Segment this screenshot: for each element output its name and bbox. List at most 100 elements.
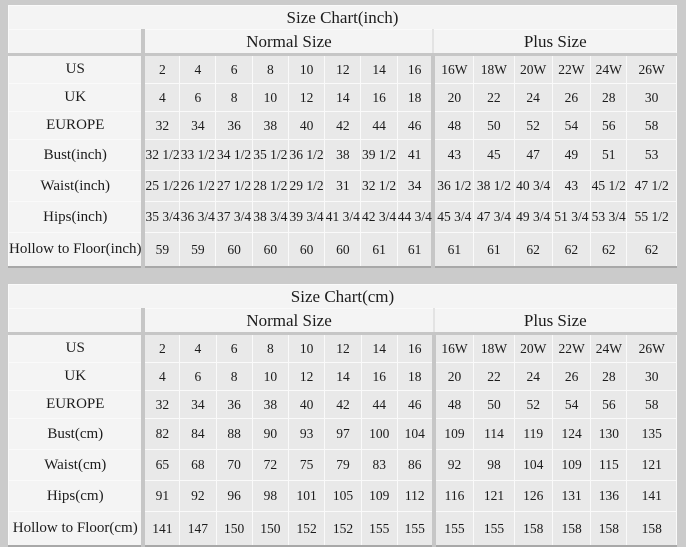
size-cell: 147 (179, 511, 217, 547)
size-cell: 61 (396, 232, 434, 268)
size-row: US 2 4 6 8 10 12 14 16 16W 18W 20W 22W 24W 26W (8, 332, 677, 363)
size-cell: 22W (551, 332, 592, 363)
size-row: Waist(cm) 65 68 70 72 75 79 83 86 92 98 104 109 115 12… (8, 449, 677, 481)
size-cell: 16 (396, 53, 434, 84)
table-title: Size Chart(cm) (8, 284, 677, 309)
size-cell: 61 (473, 232, 515, 268)
size-cell: 46 (396, 111, 434, 140)
size-cell: 51 3/4 (551, 201, 592, 233)
corner-cell (8, 308, 144, 334)
size-cell: 130 (590, 418, 628, 450)
size-cell: 119 (513, 418, 553, 450)
corner-cell (8, 29, 144, 55)
size-row: Bust(inch) 32 1/2 33 1/2 34 1/2 35 1/2 36 1/2… (8, 139, 677, 171)
row-label: Hips(cm) (8, 480, 144, 512)
size-cell: 48 (431, 111, 475, 140)
size-cell: 61 (431, 232, 475, 268)
size-cell: 36 3/4 (179, 201, 217, 233)
size-cell: 35 3/4 (141, 201, 181, 233)
size-cell: 158 (590, 511, 628, 547)
size-cell: 84 (179, 418, 217, 450)
size-cell: 40 3/4 (513, 170, 553, 202)
size-cell: 18 (396, 83, 434, 112)
row-label: EUROPE (8, 390, 144, 419)
size-cell: 18W (473, 332, 515, 363)
size-cell: 36 1/2 (431, 170, 475, 202)
size-cell: 6 (215, 332, 253, 363)
size-cell: 26 (551, 83, 592, 112)
size-cell: 10 (251, 83, 289, 112)
size-cell: 26W (626, 332, 677, 363)
size-cell: 6 (215, 53, 253, 84)
size-cell: 34 1/2 (215, 139, 253, 171)
size-cell: 53 (626, 139, 677, 171)
size-cell: 58 (626, 390, 677, 419)
size-cell: 65 (141, 449, 181, 481)
row-label: Waist(cm) (8, 449, 144, 481)
size-cell: 121 (626, 449, 677, 481)
size-row: Waist(inch) 25 1/2 26 1/2 27 1/2 28 1/2 29 1/… (8, 170, 677, 202)
size-cell: 62 (590, 232, 628, 268)
size-cell: 16 (396, 332, 435, 363)
size-row: Bust(cm) 82 84 88 90 93 97 100 104 109 114 119 124 13… (8, 418, 677, 450)
row-label: Bust(cm) (8, 418, 144, 450)
size-cell: 14 (360, 53, 398, 84)
size-cell: 36 (215, 390, 253, 419)
row-label: Hips(inch) (8, 201, 144, 233)
size-cell: 34 (179, 111, 217, 140)
size-cell: 53 3/4 (590, 201, 628, 233)
size-cell: 135 (626, 418, 677, 450)
size-cell: 38 (251, 390, 290, 419)
size-cell: 6 (179, 362, 217, 391)
size-cell: 141 (626, 480, 677, 512)
size-cell: 62 (626, 232, 677, 268)
size-cell: 92 (179, 480, 217, 512)
size-cell: 100 (360, 418, 398, 450)
size-cell: 116 (431, 480, 475, 512)
size-cell: 28 (590, 362, 628, 391)
size-cell: 50 (473, 111, 515, 140)
size-cell: 40 (288, 390, 326, 419)
size-cell: 60 (251, 232, 289, 268)
size-cell: 60 (287, 232, 326, 268)
size-cell: 38 (251, 111, 289, 140)
size-cell: 52 (513, 111, 553, 140)
size-cell: 8 (215, 362, 253, 391)
size-cell: 82 (141, 418, 181, 450)
size-cell: 59 (141, 232, 181, 268)
size-cell: 33 1/2 (179, 139, 217, 171)
size-cell: 83 (360, 449, 398, 481)
size-cell: 2 (141, 53, 181, 84)
size-cell: 44 (360, 111, 398, 140)
size-cell: 59 (179, 232, 217, 268)
size-cell: 68 (179, 449, 217, 481)
row-label: EUROPE (8, 111, 144, 140)
size-rows: US 2 4 6 8 10 12 14 16 16W 18W 20W 22W 24W 26W UK 4 6 8 10 1… (8, 332, 677, 547)
size-chart-inch-table: Size Chart(inch) Normal Size Plus Size U… (8, 5, 678, 268)
size-cell: 20 (431, 83, 475, 112)
size-cell: 48 (431, 390, 475, 419)
group-header-row: Normal Size Plus Size (8, 29, 678, 55)
size-cell: 22 (473, 83, 515, 112)
size-chart-cm-table: Size Chart(cm) Normal Size Plus Size US 2… (8, 284, 677, 547)
size-cell: 41 (396, 139, 434, 171)
size-cell: 104 (513, 449, 553, 481)
size-cell: 58 (626, 111, 677, 140)
size-cell: 54 (551, 111, 592, 140)
size-cell: 136 (590, 480, 628, 512)
size-cell: 56 (590, 111, 628, 140)
size-cell: 39 1/2 (360, 139, 398, 171)
size-cell: 12 (324, 332, 362, 363)
plus-size-header: Plus Size (432, 308, 677, 334)
size-cell: 39 3/4 (287, 201, 326, 233)
size-cell: 44 3/4 (396, 201, 434, 233)
size-row: UK 4 6 8 10 12 14 16 18 20 22 24 26 28 30 (8, 83, 677, 112)
size-cell: 24W (590, 53, 628, 84)
size-cell: 51 (590, 139, 628, 171)
size-row: Hollow to Floor(cm) 141 147 150 150 152 152 155… (8, 511, 677, 547)
size-cell: 4 (179, 53, 217, 84)
size-cell: 32 1/2 (141, 139, 181, 171)
size-cell: 22 (473, 362, 515, 391)
size-cell: 52 (513, 390, 553, 419)
row-label: UK (8, 362, 144, 391)
